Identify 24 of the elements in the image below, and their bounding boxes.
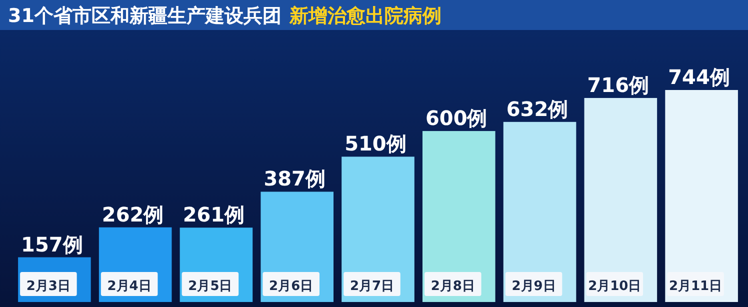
data-label: 632例 bbox=[506, 96, 568, 121]
x-tick-label: 2月10日 bbox=[588, 279, 642, 294]
chart-title: 31个省市区和新疆生产建设兵团 bbox=[8, 5, 282, 27]
chart-subtitle: 新增治愈出院病例 bbox=[288, 5, 442, 27]
data-label: 387例 bbox=[264, 166, 326, 191]
x-tick-label: 2月3日 bbox=[26, 279, 70, 294]
x-tick-label: 2月4日 bbox=[107, 279, 152, 294]
bar bbox=[665, 90, 738, 302]
x-tick-label: 2月6日 bbox=[269, 279, 314, 294]
bar bbox=[584, 98, 658, 302]
data-label: 261例 bbox=[182, 202, 245, 227]
data-label: 600例 bbox=[425, 106, 488, 130]
x-tick-label: 2月5日 bbox=[188, 279, 232, 294]
x-tick-label: 2月9日 bbox=[512, 279, 556, 294]
data-label: 510例 bbox=[344, 132, 406, 156]
x-tick-label: 2月11日 bbox=[668, 279, 722, 294]
x-tick-label: 2月7日 bbox=[350, 279, 394, 294]
bar bbox=[503, 122, 576, 302]
data-label: 744例 bbox=[668, 65, 730, 89]
x-tick-label: 2月8日 bbox=[430, 279, 475, 294]
data-label: 716例 bbox=[587, 72, 650, 97]
data-label: 157例 bbox=[21, 232, 83, 256]
data-label: 262例 bbox=[102, 202, 164, 226]
bar bbox=[342, 156, 414, 302]
